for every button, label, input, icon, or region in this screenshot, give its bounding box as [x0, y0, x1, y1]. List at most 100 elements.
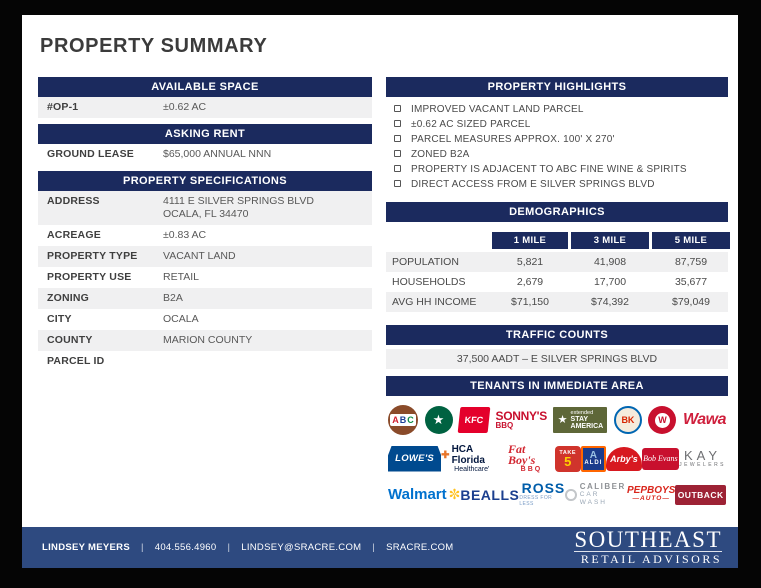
highlights-list: IMPROVED VACANT LAND PARCEL ±0.62 AC SIZ… [386, 97, 728, 198]
demo-col-3-mile: 3 MILE [571, 232, 649, 249]
caliber-ring-icon [565, 488, 577, 501]
highlight-text: DIRECT ACCESS FROM E SILVER SPRINGS BLVD [411, 179, 655, 190]
demo-value: $74,392 [591, 296, 629, 308]
spec-value: MARION COUNTY [163, 334, 253, 346]
contact-website: SRACRE.COM [386, 542, 454, 553]
asking-rent-row: GROUND LEASE $65,000 ANNUAL NNN [38, 144, 372, 165]
spec-value: ±0.83 AC [163, 229, 207, 241]
highlight-text: ±0.62 AC SIZED PARCEL [411, 119, 531, 130]
spec-label: PROPERTY USE [47, 271, 132, 283]
checkbox-icon [394, 180, 401, 187]
checkbox-icon [394, 120, 401, 127]
tenant-logo-ross-dress-for-less: ROSS DRESS FOR LESS [519, 480, 566, 507]
demo-row-avg-hh-income: AVG HH INCOME $71,150 $74,392 $79,049 [386, 292, 728, 312]
spec-row-zoning: ZONING B2A [38, 288, 372, 309]
tenant-logo-outback-steakhouse: OUTBACK [675, 484, 727, 505]
tenant-logo-take-5: TAKE 5 [554, 445, 581, 472]
right-column: PROPERTY HIGHLIGHTS IMPROVED VACANT LAND… [386, 77, 730, 507]
spec-row-parcel-id: PARCEL ID [38, 351, 372, 371]
tenant-logo-bob-evans: Bob Evans [641, 447, 680, 470]
tenant-logo-walmart: Walmart ✼ [388, 486, 461, 503]
demo-row-label: AVG HH INCOME [392, 296, 477, 308]
property-highlights-header: PROPERTY HIGHLIGHTS [386, 77, 728, 97]
available-space-header: AVAILABLE SPACE [38, 77, 372, 97]
rent-value: $65,000 ANNUAL NNN [163, 148, 272, 160]
tenant-logo-extended-stay-america: ★ extended STAY AMERICA [553, 407, 608, 433]
asking-rent-header: ASKING RENT [38, 124, 372, 144]
contact-info: LINDSEY MEYERS | 404.556.4960 | LINDSEY@… [42, 542, 454, 553]
brand-line-2: RETAIL ADVISORS [574, 551, 722, 566]
demo-value: 35,677 [674, 276, 708, 288]
tenant-logo-wendys: W [648, 406, 677, 434]
tenant-logo-pep-boys-auto: PEPBOYS —AUTO— [627, 485, 676, 503]
highlight-text: ZONED B2A [411, 149, 470, 160]
tenant-logo-caliber-car-wash: CALIBER CAR WASH [565, 482, 627, 507]
demo-col-1-mile: 1 MILE [492, 232, 568, 249]
tenant-logo-fat-boys-bbq: Fat Boy's BBQ [507, 442, 543, 473]
highlight-item: PROPERTY IS ADJACENT TO ABC FINE WINE & … [392, 164, 728, 175]
address-line-2: OCALA, FL 34470 [163, 208, 249, 220]
demo-value: $71,150 [511, 296, 549, 308]
traffic-counts-header: TRAFFIC COUNTS [386, 325, 728, 345]
traffic-counts-value: 37,500 AADT – E SILVER SPRINGS BLVD [386, 349, 728, 369]
walmart-spark-icon: ✼ [448, 486, 461, 502]
checkbox-icon [394, 135, 401, 142]
demo-col-5-mile: 5 MILE [652, 232, 730, 249]
demo-value: 17,700 [593, 276, 627, 288]
demo-row-label: POPULATION [392, 256, 459, 268]
tenant-logo-bealls: BEALLS [460, 486, 520, 503]
spec-value: 4111 E SILVER SPRINGS BLVD OCALA, FL 344… [163, 195, 314, 221]
highlight-item: ZONED B2A [392, 149, 728, 160]
spec-value: RETAIL [163, 271, 199, 283]
checkbox-icon [394, 105, 401, 112]
tenants-header: TENANTS IN IMMEDIATE AREA [386, 376, 728, 396]
checkbox-icon [394, 150, 401, 157]
spec-value: OCALA [163, 313, 199, 325]
spec-row-county: COUNTY MARION COUNTY [38, 330, 372, 351]
demo-value: 5,821 [516, 256, 544, 268]
footer-bar: LINDSEY MEYERS | 404.556.4960 | LINDSEY@… [22, 527, 738, 568]
spec-label: PARCEL ID [47, 355, 105, 367]
spec-label: ACREAGE [47, 229, 101, 241]
available-space-row: #OP-1 ±0.62 AC [38, 97, 372, 118]
demo-value: 41,908 [593, 256, 627, 268]
demo-row-households: HOUSEHOLDS 2,679 17,700 35,677 [386, 272, 728, 292]
spec-value: VACANT LAND [163, 250, 236, 262]
rent-label: GROUND LEASE [47, 148, 134, 160]
contact-phone: 404.556.4960 [154, 542, 217, 553]
left-column: AVAILABLE SPACE #OP-1 ±0.62 AC ASKING RE… [38, 77, 372, 377]
property-specifications-section: PROPERTY SPECIFICATIONS ADDRESS 4111 E S… [38, 171, 372, 371]
demo-row-population: POPULATION 5,821 41,908 87,759 [386, 252, 728, 272]
available-space-section: AVAILABLE SPACE #OP-1 ±0.62 AC [38, 77, 372, 118]
asking-rent-section: ASKING RENT GROUND LEASE $65,000 ANNUAL … [38, 124, 372, 165]
demo-value: 87,759 [674, 256, 708, 268]
brand-line-1: SOUTHEAST [574, 527, 722, 552]
southeast-retail-advisors-logo: SOUTHEAST RETAIL ADVISORS [574, 527, 722, 566]
highlight-text: IMPROVED VACANT LAND PARCEL [411, 104, 584, 115]
spec-label: ADDRESS [47, 195, 100, 207]
spec-label: CITY [47, 313, 72, 325]
highlight-item: DIRECT ACCESS FROM E SILVER SPRINGS BLVD [392, 179, 728, 190]
tenant-logo-kfc: KFC [457, 407, 491, 433]
hca-cross-icon: ✚ [441, 449, 450, 461]
space-label: #OP-1 [47, 101, 79, 113]
spec-label: ZONING [47, 292, 90, 304]
spec-row-property-use: PROPERTY USE RETAIL [38, 267, 372, 288]
demo-corner-cell [386, 232, 489, 249]
checkbox-icon [394, 165, 401, 172]
spec-label: PROPERTY TYPE [47, 250, 138, 262]
tenant-logo-aldi: A ALDI [580, 445, 607, 472]
highlight-item: ±0.62 AC SIZED PARCEL [392, 119, 728, 130]
highlight-item: PARCEL MEASURES APPROX. 100' X 270' [392, 134, 728, 145]
property-summary-page: PROPERTY SUMMARY AVAILABLE SPACE #OP-1 ±… [22, 15, 738, 568]
highlight-text: PARCEL MEASURES APPROX. 100' X 270' [411, 134, 615, 145]
page-title: PROPERTY SUMMARY [40, 35, 268, 57]
demographics-header: DEMOGRAPHICS [386, 202, 728, 222]
tenant-logo-row-2: LOWE'S ✚ HCA Florida Healthcare' Fat Boy'… [386, 442, 728, 473]
contact-email: LINDSEY@SRACRE.COM [241, 542, 362, 553]
property-specifications-header: PROPERTY SPECIFICATIONS [38, 171, 372, 191]
demographics-column-headers: 1 MILE 3 MILE 5 MILE [386, 232, 730, 249]
